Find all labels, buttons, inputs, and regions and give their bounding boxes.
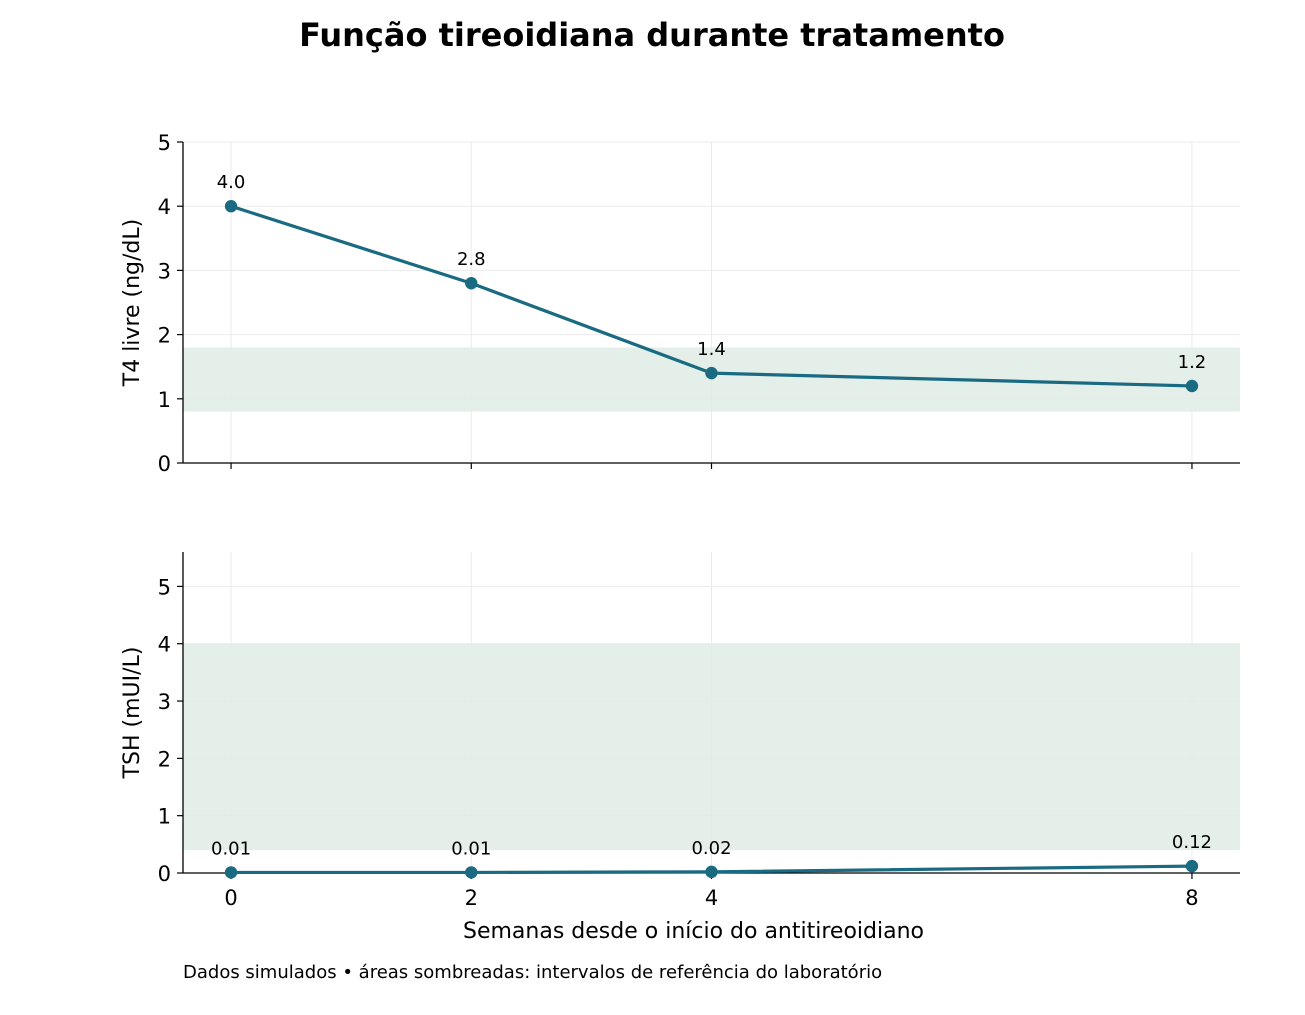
data-point xyxy=(1185,379,1199,393)
y-tick-label: 0 xyxy=(158,452,171,476)
x-tick-label: 8 xyxy=(1185,886,1198,910)
y-tick-label: 2 xyxy=(158,324,171,348)
series-line xyxy=(229,204,1194,388)
panel-tsh: 0 1 2 3 4 5 0 2 4 8 TSH (mUI/L) Semanas desde o iní… xyxy=(120,552,1240,944)
data-point xyxy=(465,277,478,290)
footnote: Dados simulados • áreas sombreadas: inte… xyxy=(183,962,882,983)
panel-t4: 0 1 2 3 4 5 T4 livre (ng/dL) 4.0 2.8 1.4 1.2 xyxy=(120,131,1240,476)
data-label: 1.4 xyxy=(697,339,726,360)
y-tick-label: 5 xyxy=(158,575,171,599)
data-label: 0.01 xyxy=(211,838,251,859)
x-tick-label: 4 xyxy=(705,886,718,910)
y-tick-label: 4 xyxy=(158,195,171,219)
data-point xyxy=(705,366,718,380)
chart-title: Função tireoidiana durante tratamento xyxy=(299,16,1005,54)
data-label: 1.2 xyxy=(1178,352,1207,373)
data-label: 0.02 xyxy=(691,838,731,859)
y-tick-label: 5 xyxy=(158,131,171,155)
data-point xyxy=(224,200,238,213)
y-tick-label: 1 xyxy=(158,805,171,829)
y-tick-label: 2 xyxy=(158,747,171,771)
data-label: 0.01 xyxy=(451,838,491,859)
y-tick-label: 3 xyxy=(158,259,171,283)
x-axis-label: Semanas desde o início do antitireoidian… xyxy=(463,919,924,944)
series-line xyxy=(229,864,1194,875)
data-point xyxy=(224,866,238,879)
data-label: 4.0 xyxy=(217,172,246,193)
data-point xyxy=(465,866,478,879)
y-axis-label: TSH (mUI/L) xyxy=(120,647,145,780)
y-axis-label: T4 livre (ng/dL) xyxy=(120,219,145,387)
x-tick-label: 0 xyxy=(224,886,237,910)
data-label: 0.12 xyxy=(1172,832,1212,853)
reference-range-band xyxy=(183,643,1240,851)
data-point xyxy=(1185,859,1199,873)
x-tick-label: 2 xyxy=(465,886,478,910)
y-tick-label: 0 xyxy=(158,862,171,886)
data-label: 2.8 xyxy=(457,249,486,270)
y-tick-label: 4 xyxy=(158,633,171,657)
data-point xyxy=(705,865,718,879)
y-tick-label: 3 xyxy=(158,690,171,714)
reference-range-band xyxy=(183,347,1240,412)
y-tick-label: 1 xyxy=(158,388,171,412)
